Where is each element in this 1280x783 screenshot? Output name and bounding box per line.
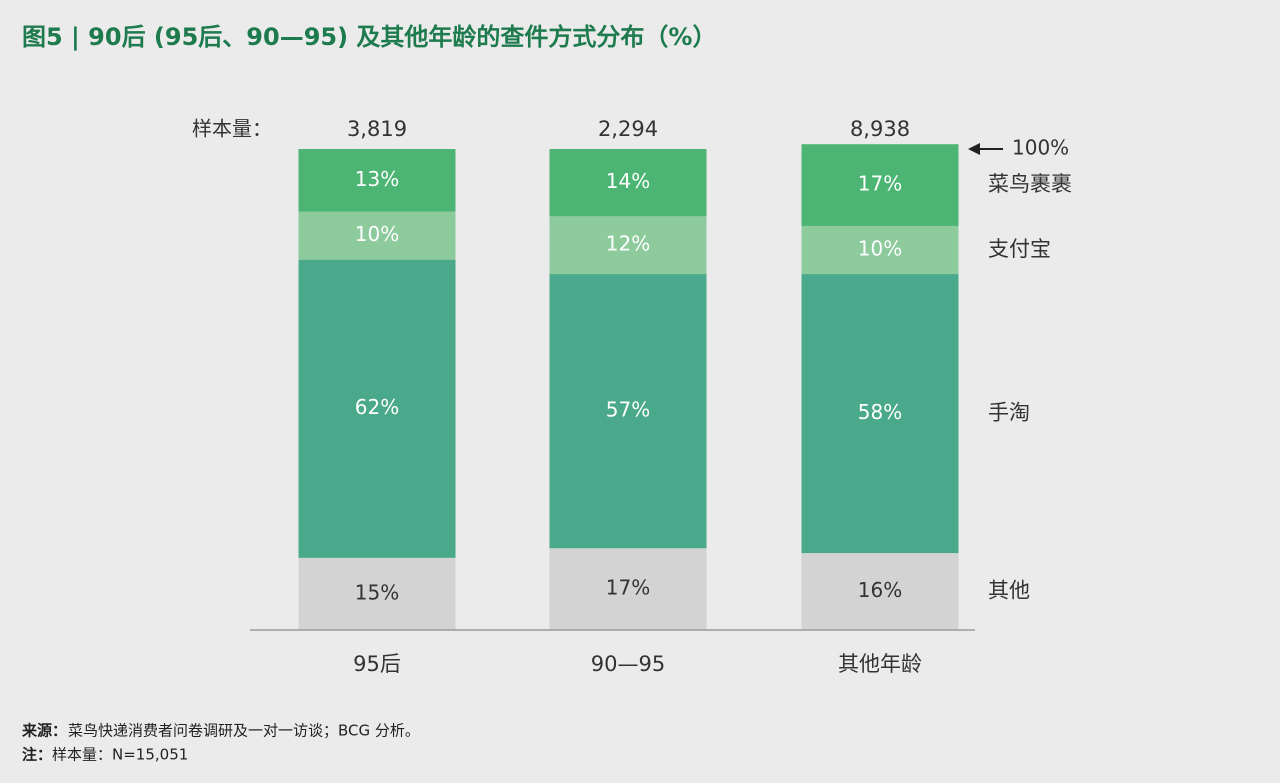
- sample-size: 8,938: [850, 117, 910, 141]
- note: 样本量：N=15,051: [52, 746, 188, 764]
- value-label: 13%: [355, 167, 399, 191]
- bar-segment: [298, 211, 456, 260]
- x-tick-label: 其他年龄: [838, 652, 922, 676]
- bar-segment: [549, 548, 707, 630]
- legend-label: 其他: [988, 579, 1030, 603]
- legend-label: 手淘: [988, 401, 1030, 425]
- bar-segment: [298, 259, 456, 558]
- value-label: 16%: [858, 578, 902, 602]
- bar-segment: [298, 149, 456, 212]
- bar-segment: [298, 557, 456, 630]
- bar-segment: [801, 144, 959, 226]
- value-label: 58%: [858, 400, 902, 424]
- value-label: 12%: [606, 232, 650, 256]
- value-label: 10%: [858, 237, 902, 261]
- top-annotation: 100%: [1012, 136, 1069, 160]
- value-label: 17%: [858, 172, 902, 196]
- value-label: 57%: [606, 398, 650, 422]
- value-label: 14%: [606, 169, 650, 193]
- legend-label: 菜鸟裹裹: [988, 172, 1072, 196]
- bar-segment: [549, 274, 707, 549]
- x-tick-label: 90—95: [591, 652, 665, 676]
- bar-segment: [549, 216, 707, 275]
- bar-segment: [549, 149, 707, 217]
- bar-segment: [801, 225, 959, 275]
- sample-size-label: 样本量：: [192, 117, 272, 141]
- value-label: 62%: [355, 395, 399, 419]
- sample-size: 3,819: [347, 117, 407, 141]
- legend-label: 支付宝: [988, 237, 1051, 261]
- arrow-head: [968, 143, 980, 155]
- chart-title: 图5 | 90后 (95后、90—95) 及其他年龄的查件方式分布（%）: [22, 23, 716, 51]
- value-label: 10%: [355, 222, 399, 246]
- source: 菜鸟快递消费者问卷调研及一对一访谈；BCG 分析。: [68, 722, 420, 740]
- value-label: 15%: [355, 580, 399, 604]
- sample-size: 2,294: [598, 117, 658, 141]
- note-label: 注：: [22, 746, 52, 764]
- value-label: 17%: [606, 576, 650, 600]
- bar-segment: [801, 553, 959, 630]
- bar-segment: [801, 274, 959, 554]
- source-label: 来源：: [21, 722, 67, 740]
- x-tick-label: 95后: [353, 652, 401, 676]
